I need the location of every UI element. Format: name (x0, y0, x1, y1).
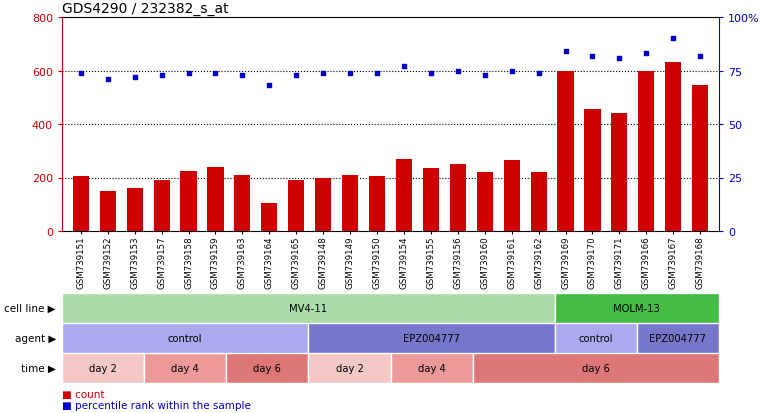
Text: time ▶: time ▶ (21, 363, 56, 373)
Text: EPZ004777: EPZ004777 (649, 333, 706, 343)
Point (452, 68, 464, 75)
Text: GDS4290 / 232382_s_at: GDS4290 / 232382_s_at (62, 2, 228, 16)
Bar (62, 353, 144, 383)
Text: EPZ004777: EPZ004777 (403, 333, 460, 343)
Text: day 4: day 4 (171, 363, 199, 373)
Point (237, 72, 249, 79)
Text: day 6: day 6 (253, 363, 282, 373)
Bar (692, 86, 708, 231)
Bar (637, 323, 719, 353)
Point (479, 72, 491, 79)
Text: ■ count: ■ count (62, 389, 104, 399)
Bar (100, 191, 116, 231)
Bar (261, 204, 278, 231)
Point (209, 70, 221, 77)
Bar (558, 71, 574, 231)
Bar (288, 181, 304, 231)
Bar (476, 173, 493, 231)
Text: ■ percentile rank within the sample: ■ percentile rank within the sample (62, 400, 251, 410)
Bar (315, 178, 331, 231)
Text: MOLM-13: MOLM-13 (613, 303, 661, 313)
Text: control: control (578, 333, 613, 343)
Text: day 2: day 2 (89, 363, 117, 373)
Point (290, 72, 302, 79)
Bar (390, 353, 473, 383)
Bar (73, 177, 89, 231)
Point (102, 76, 114, 83)
Text: agent ▶: agent ▶ (14, 333, 56, 343)
Point (344, 70, 356, 77)
Point (129, 74, 141, 81)
Bar (473, 353, 719, 383)
Text: cell line ▶: cell line ▶ (5, 303, 56, 313)
Bar (126, 189, 143, 231)
Point (613, 55, 626, 62)
Bar (208, 167, 224, 231)
Point (263, 83, 275, 90)
Point (155, 72, 167, 79)
Bar (226, 353, 308, 383)
Bar (154, 181, 170, 231)
Bar (342, 176, 358, 231)
Bar (396, 159, 412, 231)
Point (533, 70, 545, 77)
Bar (504, 161, 520, 231)
Bar (450, 165, 466, 231)
Point (694, 53, 706, 60)
Bar (555, 293, 719, 323)
Point (371, 70, 383, 77)
Text: MV4-11: MV4-11 (289, 303, 327, 313)
Point (587, 53, 599, 60)
Bar (180, 171, 196, 231)
Bar (555, 323, 637, 353)
Text: day 4: day 4 (418, 363, 445, 373)
Bar (638, 71, 654, 231)
Point (667, 36, 680, 43)
Text: day 6: day 6 (582, 363, 610, 373)
Point (640, 51, 652, 57)
Text: control: control (168, 333, 202, 343)
Point (317, 70, 330, 77)
Bar (62, 293, 555, 323)
Bar (234, 176, 250, 231)
Bar (144, 353, 226, 383)
Point (505, 68, 517, 75)
Bar (530, 173, 546, 231)
Bar (369, 177, 385, 231)
Point (75, 70, 87, 77)
Point (183, 70, 195, 77)
Point (398, 64, 410, 70)
Bar (665, 63, 681, 231)
Text: day 2: day 2 (336, 363, 363, 373)
Bar (423, 169, 439, 231)
Bar (611, 114, 628, 231)
Bar (62, 323, 308, 353)
Point (425, 70, 437, 77)
Bar (308, 353, 390, 383)
Bar (584, 110, 600, 231)
Point (559, 49, 572, 55)
Bar (308, 323, 555, 353)
